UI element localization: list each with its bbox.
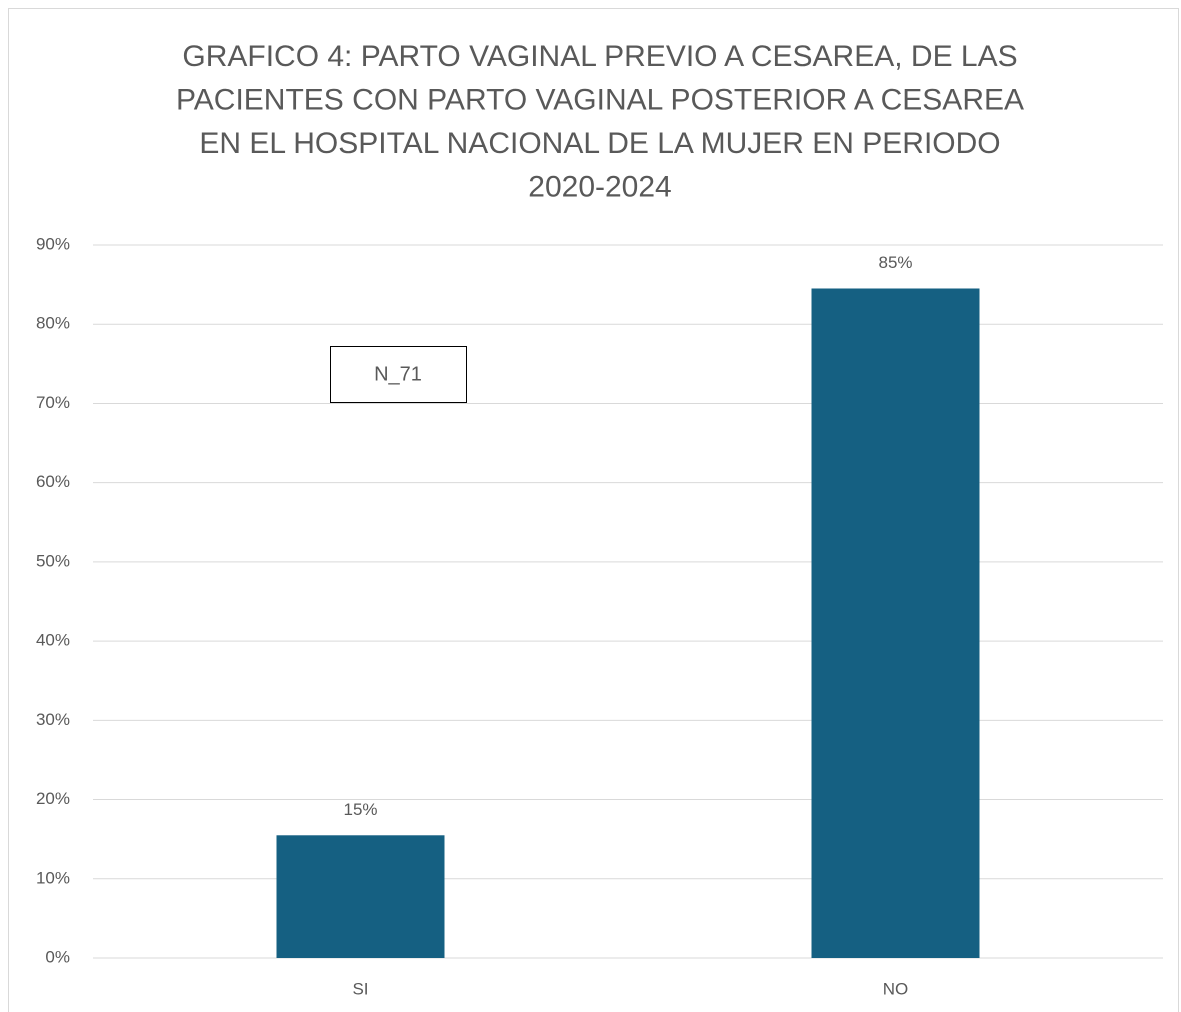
annotation: N_71 [374,363,422,385]
y-tick-label: 20% [36,789,70,808]
y-tick-label: 70% [36,393,70,412]
y-tick-label: 40% [36,631,70,650]
chart-title: 2020-2024 [528,170,671,203]
y-tick-label: 10% [36,868,70,887]
data-label: 85% [878,253,912,272]
y-tick-label: 0% [45,947,70,966]
y-tick-label: 80% [36,314,70,333]
annotation-box [330,346,467,403]
data-label: 15% [343,800,377,819]
y-tick-label: 30% [36,710,70,729]
bar [811,288,980,958]
x-tick-label: NO [883,979,909,998]
chart-title: PACIENTES CON PARTO VAGINAL POSTERIOR A … [176,83,1024,116]
bar [276,835,445,958]
y-tick-label: 90% [36,234,70,253]
x-tick-label: SI [352,979,368,998]
chart-frame [8,8,1179,1012]
chart-title: EN EL HOSPITAL NACIONAL DE LA MUJER EN P… [199,127,1000,160]
y-tick-label: 50% [36,551,70,570]
chart-title: GRAFICO 4: PARTO VAGINAL PREVIO A CESARE… [182,40,1017,73]
y-tick-label: 60% [36,472,70,491]
